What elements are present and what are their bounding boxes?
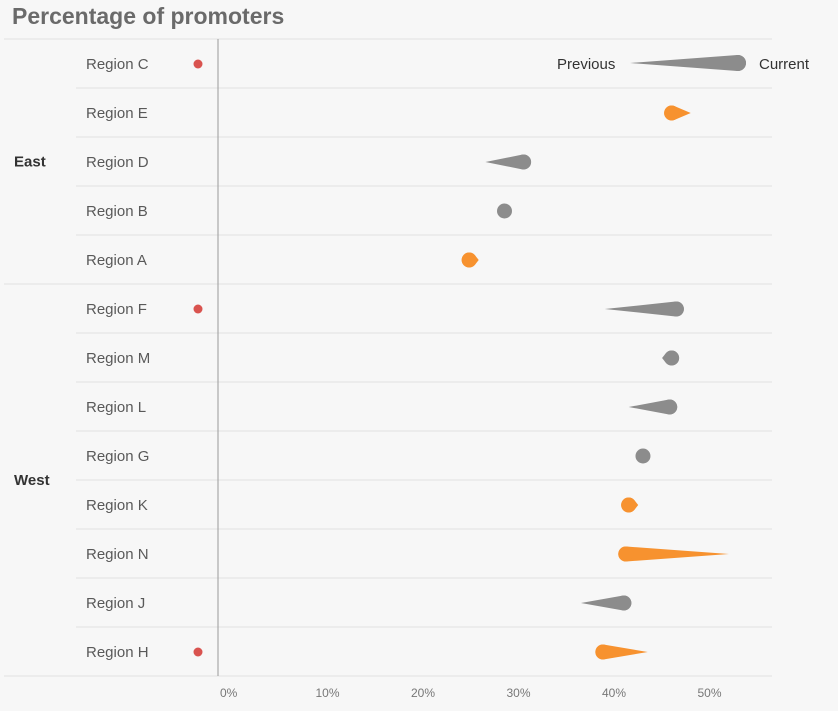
region-label: Region A (86, 252, 147, 269)
comet-tail (604, 301, 684, 317)
comet (664, 105, 691, 121)
row-labels: Region C Region E Region D Region B Region A… (14, 56, 150, 661)
region-label: Region H (86, 644, 149, 661)
region-label: Region F (86, 301, 147, 318)
region-label: Region J (86, 595, 145, 612)
x-tick-label: 20% (411, 686, 435, 700)
comet-head (461, 252, 477, 268)
comet-head (618, 546, 634, 562)
group-label: East (14, 154, 46, 171)
x-axis-ticks: 0% 10% 20% 30% 40% 50% (220, 686, 722, 700)
alert-dot (193, 647, 203, 657)
comet (497, 203, 512, 219)
legend-current-label: Current (759, 56, 810, 73)
region-label: Region L (86, 399, 146, 416)
comet (662, 350, 680, 366)
chart-title: Percentage of promoters (12, 3, 284, 29)
comet-head (497, 203, 512, 219)
comet (604, 301, 684, 317)
comet (595, 644, 648, 660)
comet-head (616, 595, 632, 611)
region-label: Region C (86, 56, 149, 73)
region-label: Region G (86, 448, 149, 465)
comet-head (664, 105, 680, 121)
alert-dot (193, 59, 203, 69)
region-label: Region K (86, 497, 148, 514)
alert-dot (193, 304, 203, 314)
legend-comet-mark (630, 55, 746, 71)
comet-marks (193, 59, 729, 660)
comet-head (664, 350, 680, 366)
comet-head (668, 301, 684, 317)
x-tick-label: 50% (698, 686, 722, 700)
comet-head (516, 154, 532, 170)
legend: Previous Current (557, 55, 810, 73)
x-tick-label: 40% (602, 686, 626, 700)
x-tick-label: 10% (316, 686, 340, 700)
x-tick-label: 30% (507, 686, 531, 700)
comet-head (635, 448, 651, 464)
comet (485, 154, 532, 170)
comet (618, 546, 729, 562)
comet (580, 595, 632, 611)
comet (628, 399, 678, 415)
comet-tail (618, 546, 729, 562)
region-label: Region D (86, 154, 149, 171)
legend-previous-label: Previous (557, 56, 615, 73)
region-label: Region E (86, 105, 148, 122)
row-dividers (4, 38, 772, 677)
comet-head (662, 399, 678, 415)
region-label: Region N (86, 546, 149, 563)
legend-comet-head (730, 55, 746, 71)
comet-head (621, 497, 637, 513)
comet-head (595, 644, 611, 660)
x-tick-label: 0% (220, 686, 238, 700)
comet (621, 497, 639, 513)
region-label: Region B (86, 203, 148, 220)
comet (635, 448, 651, 464)
comet (461, 252, 479, 268)
group-label: West (14, 472, 50, 489)
region-label: Region M (86, 350, 150, 367)
